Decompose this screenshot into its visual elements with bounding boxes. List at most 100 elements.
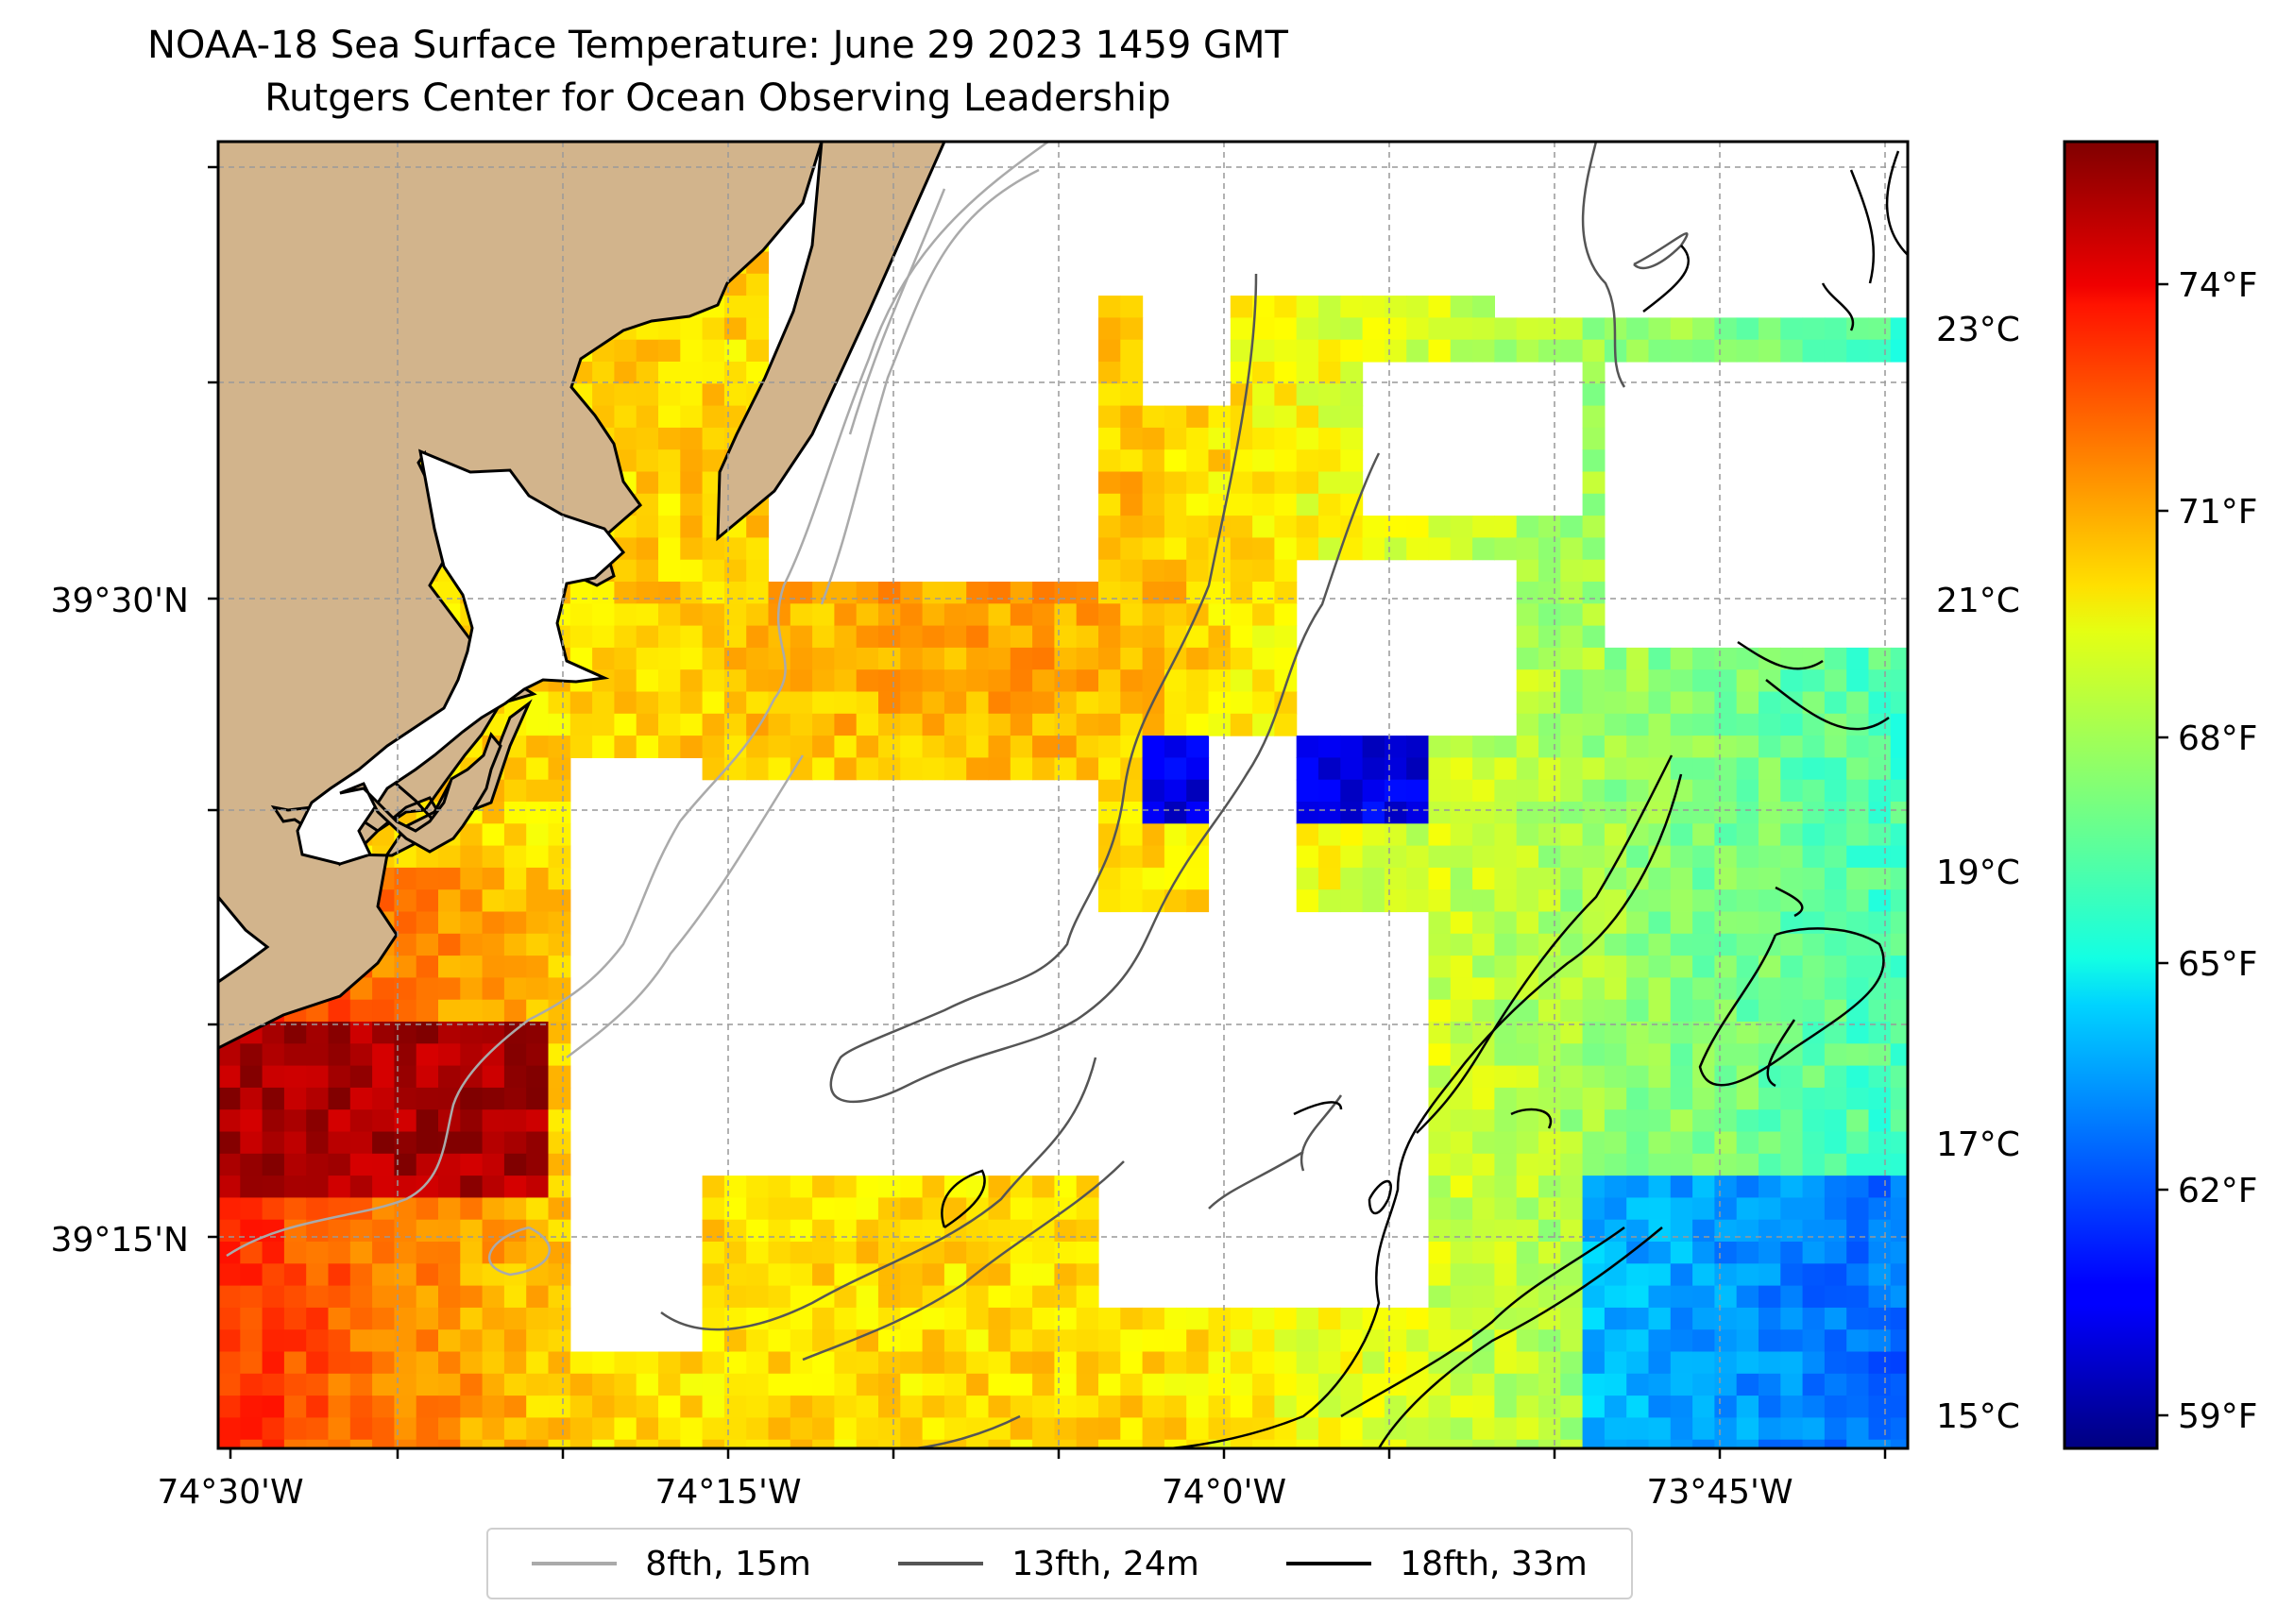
- sst-cell: [966, 669, 990, 693]
- sst-cell: [1582, 603, 1606, 627]
- sst-cell: [1714, 1373, 1738, 1396]
- sst-cell: [1406, 889, 1430, 913]
- sst-cell: [1142, 603, 1165, 627]
- sst-cell: [856, 1351, 879, 1375]
- sst-cell: [372, 977, 395, 1001]
- sst-cell: [1670, 1329, 1693, 1353]
- sst-cell: [1252, 1373, 1275, 1396]
- sst-cell: [1780, 1329, 1804, 1353]
- sst-cell: [1780, 1131, 1804, 1155]
- sst-cell: [1428, 1439, 1452, 1448]
- sst-cell: [966, 1329, 990, 1353]
- sst-cell: [1120, 713, 1144, 736]
- sst-cell: [1516, 911, 1539, 935]
- sst-cell: [283, 1242, 307, 1264]
- sst-cell: [460, 867, 484, 890]
- sst-cell: [1846, 977, 1870, 1001]
- sst-cell: [1626, 713, 1650, 736]
- sst-cell: [240, 1285, 263, 1309]
- sst-cell: [790, 647, 813, 670]
- sst-cell: [526, 911, 550, 935]
- sst-cell: [1230, 691, 1253, 715]
- sst-cell: [790, 1307, 813, 1330]
- sst-cell: [394, 1065, 417, 1089]
- sst-cell: [482, 1285, 505, 1309]
- sst-cell: [1450, 339, 1473, 363]
- sst-cell: [1780, 867, 1804, 890]
- sst-cell: [1164, 669, 1187, 693]
- sst-cell: [1846, 757, 1870, 781]
- sst-cell: [1472, 1197, 1495, 1221]
- sst-cell: [1384, 823, 1407, 847]
- sst-cell: [526, 691, 550, 715]
- sst-cell: [1780, 757, 1804, 781]
- sst-cell: [1494, 757, 1518, 781]
- sst-cell: [1340, 296, 1364, 318]
- sst-cell: [768, 1417, 791, 1441]
- sst-cell: [1230, 559, 1253, 583]
- sst-cell: [1120, 1329, 1144, 1353]
- sst-cell: [1538, 1065, 1561, 1089]
- sst-cell: [1824, 1153, 1847, 1176]
- sst-cell: [394, 999, 417, 1023]
- sst-cell: [283, 1043, 307, 1067]
- sst-cell: [1032, 1285, 1055, 1309]
- legend-line-13fth: [898, 1562, 984, 1565]
- sst-cell: [1362, 1417, 1385, 1441]
- sst-cell: [1824, 1197, 1847, 1221]
- sst-cell: [1868, 802, 1892, 824]
- sst-cell: [1274, 383, 1298, 407]
- sst-cell: [1890, 1307, 1908, 1330]
- sst-cell: [482, 1329, 505, 1353]
- sst-cell: [1472, 317, 1495, 341]
- sst-cell: [702, 1285, 725, 1309]
- sst-cell: [943, 1307, 967, 1330]
- sst-cell: [1252, 427, 1275, 450]
- sst-cell: [1538, 339, 1561, 363]
- sst-cell: [1868, 1307, 1892, 1330]
- sst-cell: [1582, 647, 1606, 670]
- sst-cell: [1692, 1197, 1715, 1221]
- sst-cell: [1318, 516, 1341, 538]
- sst-cell: [1648, 1307, 1672, 1330]
- sst-cell: [1582, 977, 1606, 1001]
- sst-cell: [1494, 1439, 1518, 1448]
- sst-cell: [218, 1417, 241, 1441]
- sst-cell: [1802, 802, 1826, 824]
- sst-cell: [1846, 1131, 1870, 1155]
- sst-cell: [1824, 802, 1847, 824]
- sst-cell: [1428, 1285, 1452, 1309]
- sst-cell: [1626, 1373, 1650, 1396]
- sst-cell: [416, 1109, 439, 1133]
- sst-cell: [394, 1087, 417, 1110]
- sst-cell: [1890, 956, 1908, 978]
- sst-cell: [1516, 647, 1539, 670]
- sst-cell: [1450, 845, 1473, 869]
- sst-cell: [526, 1087, 550, 1110]
- sst-cell: [460, 1087, 484, 1110]
- sst-cell: [1824, 1263, 1847, 1287]
- sst-cell: [790, 1197, 813, 1221]
- sst-cell: [526, 845, 550, 869]
- sst-cell: [1824, 1439, 1847, 1448]
- sst-cell: [548, 1065, 571, 1089]
- sst-cell: [1714, 669, 1738, 693]
- sst-cell: [1802, 691, 1826, 715]
- sst-cell: [1494, 1285, 1518, 1309]
- sst-cell: [1010, 1242, 1033, 1264]
- sst-cell: [1494, 1043, 1518, 1067]
- sst-cell: [438, 956, 461, 978]
- map-area[interactable]: [218, 142, 1913, 1463]
- sst-cell: [283, 1351, 307, 1375]
- sst-cell: [636, 603, 659, 627]
- sst-cell: [1538, 845, 1561, 869]
- sst-cell: [878, 582, 901, 604]
- sst-cell: [1516, 889, 1539, 913]
- sst-cell: [1318, 867, 1341, 890]
- sst-cell: [1362, 516, 1385, 538]
- sst-cell: [1759, 1022, 1781, 1044]
- sst-cell: [1759, 1351, 1781, 1375]
- sst-cell: [1824, 1351, 1847, 1375]
- sst-cell: [460, 933, 484, 956]
- sst-cell: [262, 1263, 285, 1287]
